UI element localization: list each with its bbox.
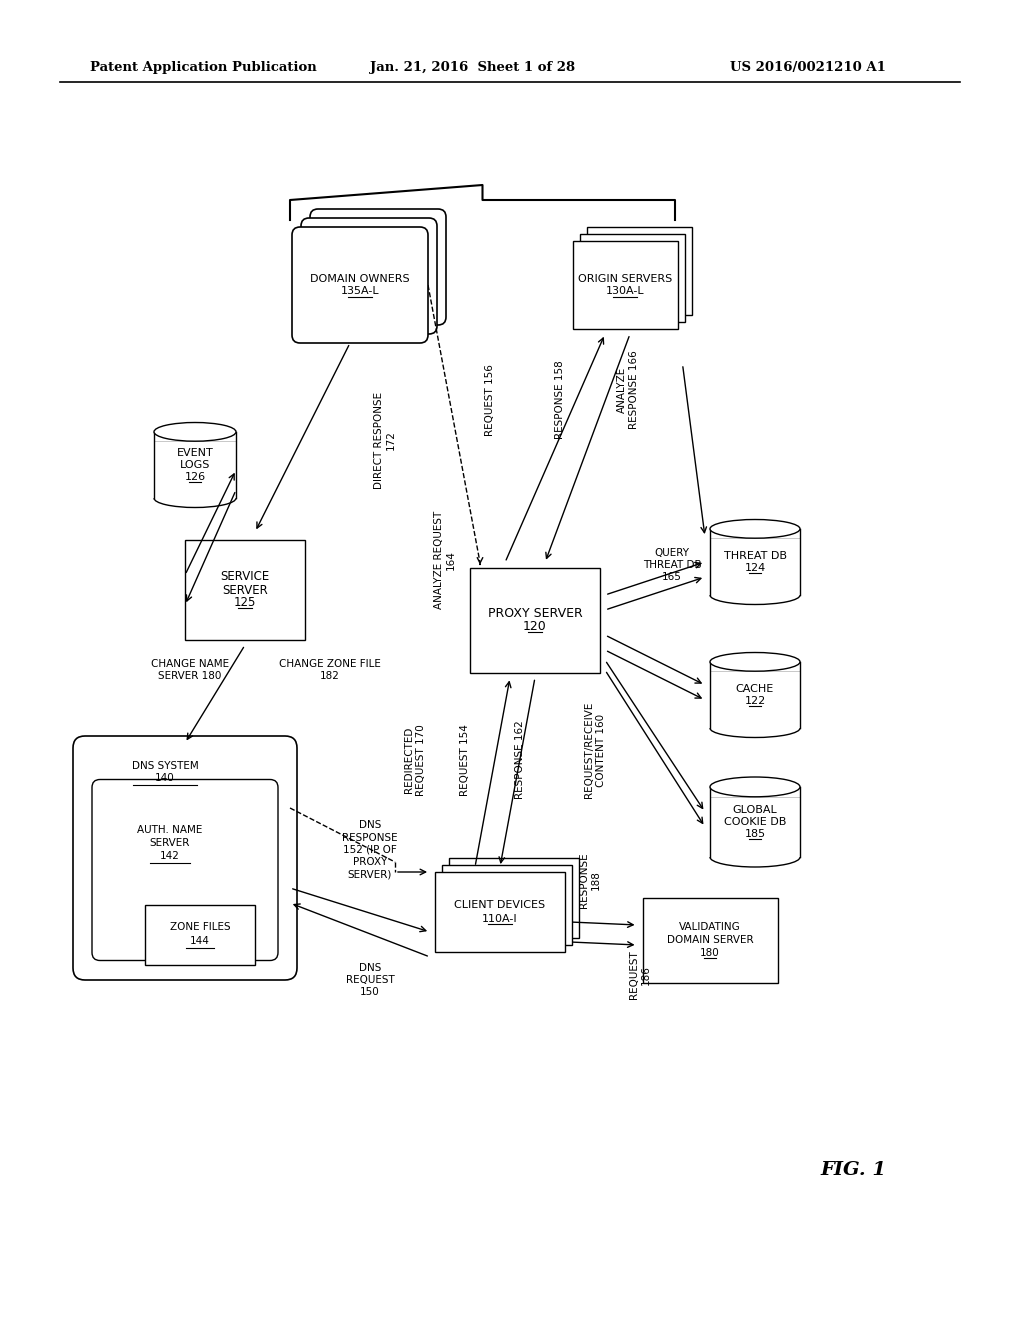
Text: LOGS: LOGS — [180, 459, 210, 470]
Text: ANALYZE
RESPONSE 166: ANALYZE RESPONSE 166 — [616, 351, 639, 429]
Text: 144: 144 — [190, 936, 210, 946]
Text: CHANGE ZONE FILE
182: CHANGE ZONE FILE 182 — [280, 659, 381, 681]
Text: 110A-I: 110A-I — [482, 913, 518, 924]
Text: 140: 140 — [155, 774, 175, 783]
FancyBboxPatch shape — [292, 227, 428, 343]
Text: DOMAIN SERVER: DOMAIN SERVER — [667, 935, 754, 945]
Bar — [449, 858, 579, 939]
Text: ORIGIN SERVERS: ORIGIN SERVERS — [578, 273, 672, 284]
Text: CLIENT DEVICES: CLIENT DEVICES — [455, 900, 546, 911]
Text: RESPONSE 158: RESPONSE 158 — [555, 360, 565, 440]
Text: ZONE FILES: ZONE FILES — [170, 921, 230, 932]
Text: 125: 125 — [233, 597, 256, 610]
Text: 126: 126 — [184, 473, 206, 482]
Text: AUTH. NAME: AUTH. NAME — [137, 825, 203, 836]
Bar — [470, 568, 600, 672]
Text: DNS
RESPONSE
152 (IP OF
PROXY
SERVER): DNS RESPONSE 152 (IP OF PROXY SERVER) — [342, 820, 397, 880]
Text: THREAT DB: THREAT DB — [724, 550, 786, 561]
Text: CHANGE NAME
SERVER 180: CHANGE NAME SERVER 180 — [151, 659, 229, 681]
Bar — [572, 242, 678, 329]
Text: 142: 142 — [160, 851, 180, 861]
Text: RESPONSE
188: RESPONSE 188 — [579, 853, 601, 908]
Text: COOKIE DB: COOKIE DB — [724, 817, 786, 828]
Bar — [642, 898, 777, 982]
Ellipse shape — [710, 777, 800, 797]
Bar — [587, 227, 691, 315]
Text: SERVICE: SERVICE — [220, 570, 269, 583]
Ellipse shape — [154, 422, 236, 441]
Text: 185: 185 — [744, 829, 766, 840]
Bar — [185, 540, 305, 640]
Text: REDIRECTED
REQUEST 170: REDIRECTED REQUEST 170 — [403, 725, 426, 796]
Text: 122: 122 — [744, 696, 766, 706]
Text: FIG. 1: FIG. 1 — [820, 1162, 886, 1179]
Bar — [442, 865, 572, 945]
Text: DNS SYSTEM: DNS SYSTEM — [132, 762, 199, 771]
Text: CACHE: CACHE — [736, 684, 774, 694]
Text: REQUEST/RECEIVE
CONTENT 160: REQUEST/RECEIVE CONTENT 160 — [584, 702, 606, 799]
Text: 135A-L: 135A-L — [341, 286, 379, 297]
Text: SERVER: SERVER — [150, 838, 190, 847]
Text: GLOBAL: GLOBAL — [732, 805, 777, 814]
Text: Jan. 21, 2016  Sheet 1 of 28: Jan. 21, 2016 Sheet 1 of 28 — [370, 62, 575, 74]
Bar — [435, 873, 565, 952]
Text: REQUEST
186: REQUEST 186 — [629, 950, 651, 999]
Text: 120: 120 — [523, 620, 547, 634]
Text: ANALYZE REQUEST
164: ANALYZE REQUEST 164 — [434, 511, 457, 609]
Text: QUERY
THREAT DB
165: QUERY THREAT DB 165 — [643, 548, 701, 582]
FancyBboxPatch shape — [92, 780, 278, 961]
Text: PROXY SERVER: PROXY SERVER — [487, 607, 583, 620]
Bar — [145, 906, 255, 965]
Ellipse shape — [710, 652, 800, 671]
FancyBboxPatch shape — [310, 209, 446, 325]
Text: Patent Application Publication: Patent Application Publication — [90, 62, 316, 74]
Text: DIRECT RESPONSE
172: DIRECT RESPONSE 172 — [374, 392, 396, 488]
Text: RESPONSE 162: RESPONSE 162 — [515, 721, 525, 800]
Text: REQUEST 154: REQUEST 154 — [460, 725, 470, 796]
Ellipse shape — [710, 520, 800, 539]
FancyBboxPatch shape — [301, 218, 437, 334]
Text: 180: 180 — [700, 948, 720, 958]
Text: DNS
REQUEST
150: DNS REQUEST 150 — [346, 962, 394, 998]
Text: 130A-L: 130A-L — [605, 286, 644, 297]
Text: SERVER: SERVER — [222, 583, 268, 597]
Text: US 2016/0021210 A1: US 2016/0021210 A1 — [730, 62, 886, 74]
Bar — [580, 234, 684, 322]
Text: 124: 124 — [744, 564, 766, 573]
Text: EVENT: EVENT — [176, 447, 213, 458]
Text: REQUEST 156: REQUEST 156 — [485, 364, 495, 436]
Text: VALIDATING: VALIDATING — [679, 921, 741, 932]
FancyBboxPatch shape — [73, 737, 297, 979]
Text: DOMAIN OWNERS: DOMAIN OWNERS — [310, 273, 410, 284]
